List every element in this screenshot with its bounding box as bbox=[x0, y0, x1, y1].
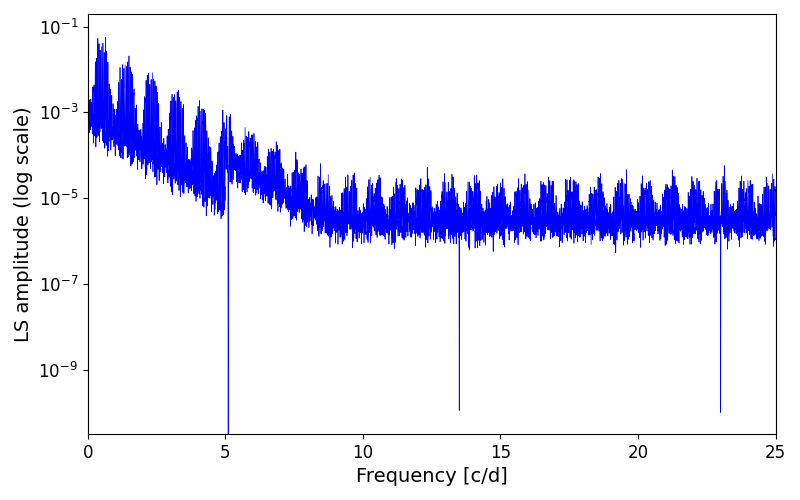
X-axis label: Frequency [c/d]: Frequency [c/d] bbox=[356, 467, 507, 486]
Y-axis label: LS amplitude (log scale): LS amplitude (log scale) bbox=[14, 106, 33, 342]
